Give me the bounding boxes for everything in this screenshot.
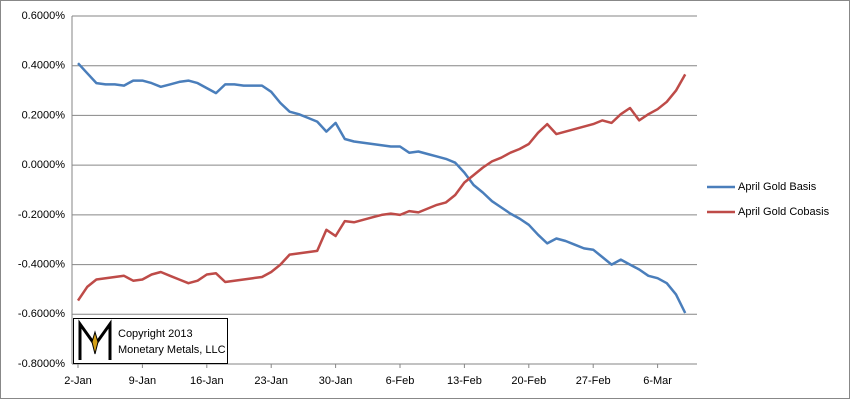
legend-label: April Gold Basis	[738, 181, 817, 193]
x-tick-label: 2-Jan	[64, 375, 92, 387]
x-tick-label: 13-Feb	[447, 375, 482, 387]
x-tick-label: 9-Jan	[129, 375, 157, 387]
y-tick-label: -0.6000%	[18, 308, 65, 320]
y-tick-label: 0.0000%	[22, 159, 66, 171]
annotation: Copyright 2013	[118, 328, 193, 340]
x-tick-label: 6-Mar	[643, 375, 672, 387]
x-tick-label: 27-Feb	[576, 375, 611, 387]
y-tick-label: 0.4000%	[22, 60, 66, 72]
annotation: Monetary Metals, LLC	[118, 344, 226, 356]
watermark: Copyright 2013 Monetary Metals, LLC	[73, 318, 228, 364]
y-tick-label: -0.4000%	[18, 258, 65, 270]
legend-label: April Gold Cobasis	[738, 206, 830, 218]
x-tick-label: 30-Jan	[319, 375, 353, 387]
series-line	[77, 62, 687, 314]
y-tick-label: -0.8000%	[18, 358, 65, 370]
y-tick-label: 0.2000%	[22, 109, 66, 121]
series-line	[76, 73, 687, 302]
x-tick-label: 20-Feb	[511, 375, 546, 387]
x-tick-label: 16-Jan	[190, 375, 224, 387]
y-tick-label: -0.2000%	[18, 209, 65, 221]
watermark-box	[73, 318, 228, 364]
x-tick-label: 6-Feb	[386, 375, 415, 387]
x-tick-label: 23-Jan	[254, 375, 288, 387]
y-tick-label: 0.6000%	[22, 10, 66, 22]
logo-flame	[91, 330, 99, 355]
